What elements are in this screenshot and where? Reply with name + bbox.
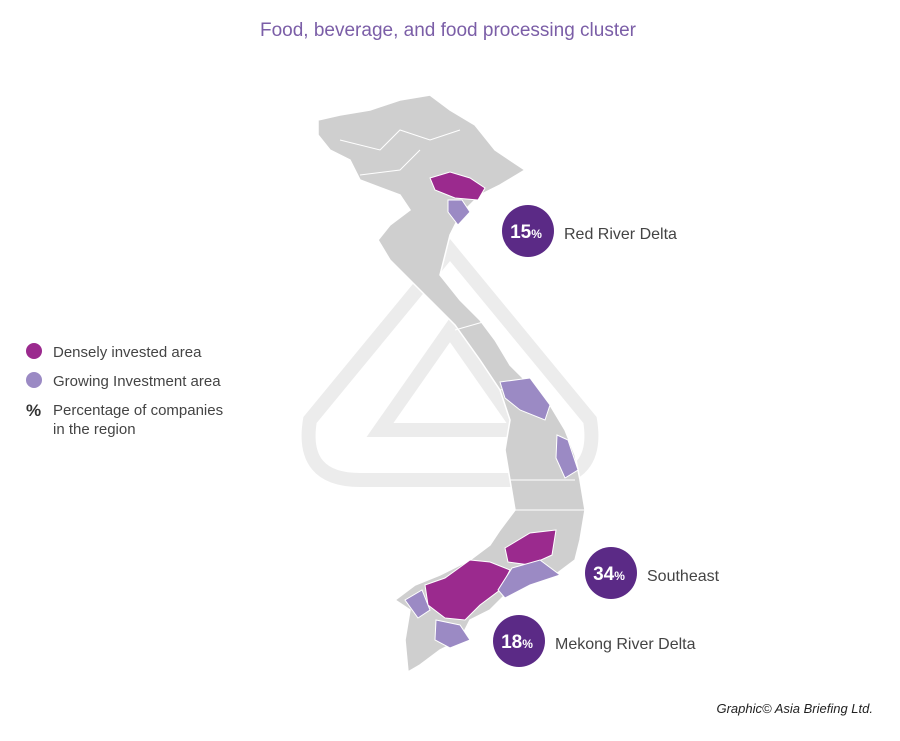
country-map [317, 94, 586, 674]
region-name: Mekong River Delta [555, 636, 696, 653]
percent-value: 18 [501, 632, 522, 653]
growing-investment-areas [404, 199, 579, 649]
region-name: Red River Delta [564, 226, 677, 243]
title: Food, beverage, and food processing clus… [260, 20, 637, 41]
percent-value: 15 [510, 222, 532, 243]
watermark [301, 238, 599, 487]
credit: Graphic© Asia Briefing Ltd. [716, 701, 873, 716]
province-borders [339, 129, 585, 511]
percent-unit: % [522, 637, 533, 651]
legend: Densely invested area Growing Investment… [26, 343, 223, 438]
legend-swatch [26, 372, 42, 388]
region-percent: 34% [593, 564, 625, 585]
percent-unit: % [614, 569, 625, 583]
legend-label: Percentage of companies [53, 402, 223, 419]
legend-label: Densely invested area [53, 344, 202, 361]
percent-value: 34 [593, 564, 615, 585]
region-bubble [493, 615, 545, 667]
region-bubble [585, 547, 637, 599]
legend-symbol: % [26, 401, 41, 420]
legend-label: in the region [53, 421, 136, 438]
legend-label: Growing Investment area [53, 373, 221, 390]
percent-unit: % [531, 227, 542, 241]
densely-invested-areas [424, 171, 557, 621]
region-bubble [502, 205, 554, 257]
legend-swatch [26, 343, 42, 359]
region-percent: 18% [501, 632, 533, 653]
region-percent: 15% [510, 222, 542, 243]
region-name: Southeast [647, 568, 720, 585]
region-bubbles: 15% Red River Delta 34% Southeast 18% Mekong … [493, 205, 720, 667]
